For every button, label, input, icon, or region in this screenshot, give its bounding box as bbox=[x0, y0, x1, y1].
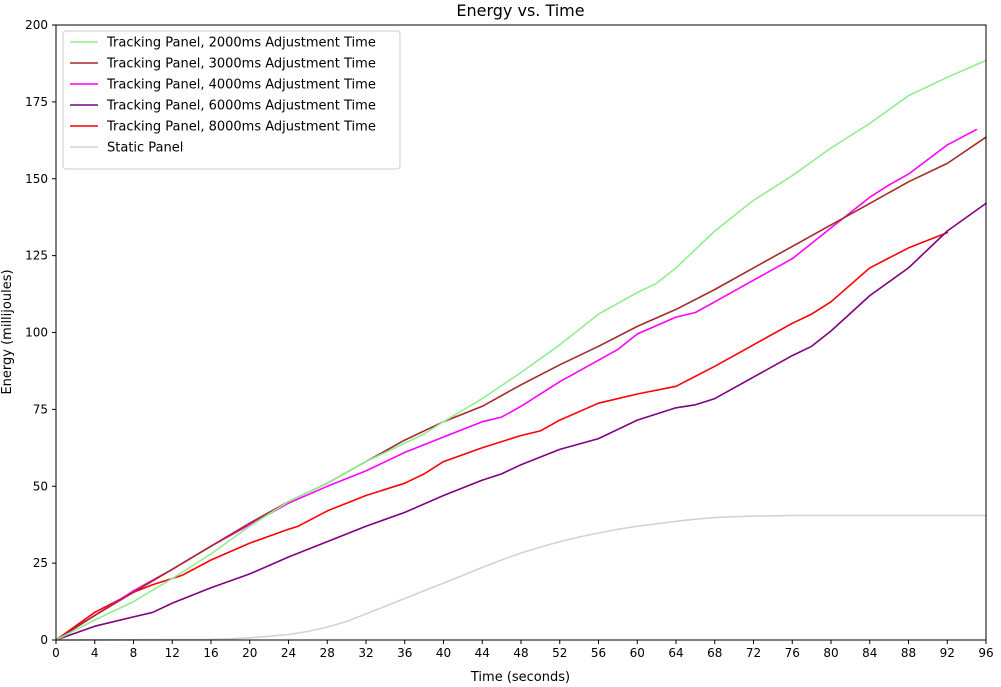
y-tick-label: 125 bbox=[25, 249, 48, 263]
y-tick-label: 150 bbox=[25, 172, 48, 186]
x-tick-label: 20 bbox=[242, 646, 257, 660]
x-axis-label: Time (seconds) bbox=[470, 670, 570, 685]
legend-label: Tracking Panel, 4000ms Adjustment Time bbox=[106, 78, 376, 93]
x-tick-label: 28 bbox=[320, 646, 335, 660]
x-tick-label: 52 bbox=[552, 646, 567, 660]
x-tick-label: 80 bbox=[823, 646, 838, 660]
series-line-3 bbox=[55, 202, 987, 641]
legend-label: Tracking Panel, 3000ms Adjustment Time bbox=[106, 57, 376, 72]
x-tick-label: 12 bbox=[165, 646, 180, 660]
legend-label: Static Panel bbox=[107, 141, 183, 156]
x-tick-label: 44 bbox=[475, 646, 490, 660]
legend: Tracking Panel, 2000ms Adjustment Time Tr… bbox=[62, 30, 401, 170]
y-tick-label: 0 bbox=[40, 633, 48, 647]
x-tick-label: 76 bbox=[785, 646, 800, 660]
x-tick-label: 16 bbox=[203, 646, 218, 660]
y-axis: 0 25 50 75 100 125 150 175 200 bbox=[25, 18, 56, 647]
series-line-0 bbox=[55, 59, 987, 641]
x-tick-label: 84 bbox=[862, 646, 877, 660]
x-axis: 0 4 8 12 16 20 24 28 32 36 40 44 48 52 56 60 64 68 72 76 80 8… bbox=[52, 640, 994, 660]
x-tick-label: 4 bbox=[91, 646, 99, 660]
legend-label: Tracking Panel, 6000ms Adjustment Time bbox=[106, 99, 376, 114]
legend-label: Tracking Panel, 2000ms Adjustment Time bbox=[106, 36, 376, 51]
x-tick-label: 48 bbox=[513, 646, 528, 660]
x-tick-label: 60 bbox=[630, 646, 645, 660]
x-tick-label: 88 bbox=[901, 646, 916, 660]
y-axis-label: Energy (millijoules) bbox=[0, 269, 15, 394]
x-tick-label: 96 bbox=[978, 646, 993, 660]
y-tick-label: 200 bbox=[25, 18, 48, 32]
plot-lines bbox=[55, 59, 987, 641]
y-tick-label: 25 bbox=[33, 556, 48, 570]
chart-title: Energy vs. Time bbox=[456, 1, 584, 20]
x-tick-label: 36 bbox=[397, 646, 412, 660]
x-tick-label: 24 bbox=[281, 646, 296, 660]
y-tick-label: 175 bbox=[25, 95, 48, 109]
y-tick-label: 75 bbox=[33, 402, 48, 416]
x-tick-label: 32 bbox=[358, 646, 373, 660]
x-tick-label: 72 bbox=[746, 646, 761, 660]
x-tick-label: 92 bbox=[940, 646, 955, 660]
x-tick-label: 0 bbox=[52, 646, 60, 660]
x-tick-label: 40 bbox=[436, 646, 451, 660]
y-tick-label: 100 bbox=[25, 326, 48, 340]
x-tick-label: 56 bbox=[591, 646, 606, 660]
x-tick-label: 8 bbox=[130, 646, 138, 660]
series-line-5 bbox=[55, 514, 987, 641]
x-tick-label: 68 bbox=[707, 646, 722, 660]
legend-box bbox=[62, 30, 401, 170]
series-line-2 bbox=[55, 128, 978, 641]
x-tick-label: 64 bbox=[668, 646, 683, 660]
y-tick-label: 50 bbox=[33, 479, 48, 493]
series-line-1 bbox=[55, 136, 987, 641]
legend-label: Tracking Panel, 8000ms Adjustment Time bbox=[106, 120, 376, 135]
series-line-4 bbox=[55, 231, 949, 641]
